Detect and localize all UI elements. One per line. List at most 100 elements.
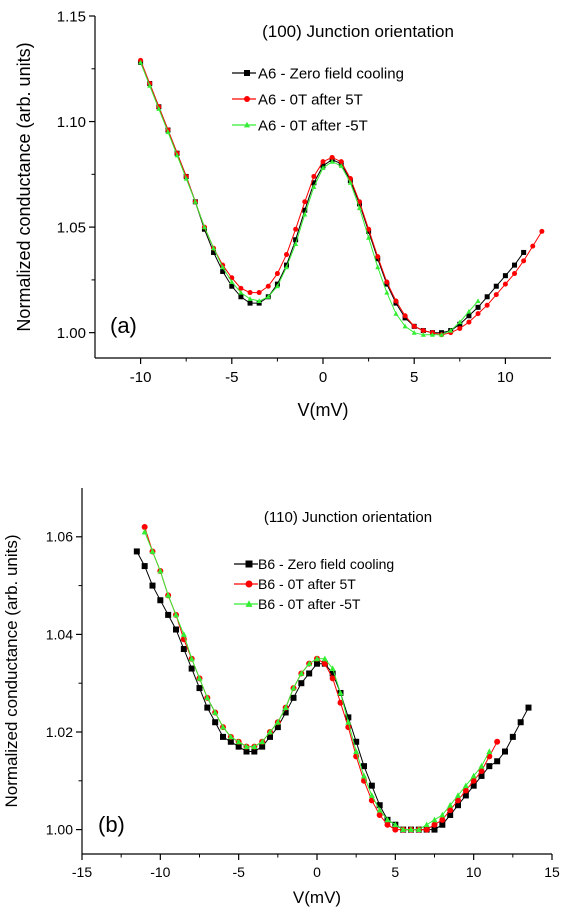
data-point (320, 165, 326, 171)
data-point (375, 254, 381, 260)
data-point (366, 226, 372, 232)
data-point (439, 821, 446, 828)
data-point (293, 237, 299, 243)
data-point (337, 689, 344, 696)
legend-label: A6 - 0T after 5T (258, 91, 363, 108)
x-tick-label: 5 (391, 864, 399, 880)
data-point (274, 271, 280, 277)
data-point (306, 660, 313, 667)
data-point (141, 524, 148, 531)
data-point (149, 548, 156, 554)
data-point (384, 821, 391, 828)
data-point (455, 792, 461, 798)
panel-label: (a) (110, 313, 137, 338)
x-tick-label: -15 (72, 864, 92, 880)
data-point (478, 762, 485, 769)
data-point (138, 59, 144, 65)
data-point (165, 592, 172, 598)
data-point (429, 332, 435, 337)
data-point (470, 772, 477, 779)
data-point (284, 264, 290, 270)
data-point (149, 582, 156, 589)
series-3 (141, 528, 493, 833)
data-point (393, 310, 399, 316)
data-point (243, 748, 250, 755)
data-point (338, 159, 344, 165)
data-point (502, 273, 508, 279)
data-point (384, 289, 390, 295)
data-point (431, 821, 438, 828)
data-point (525, 704, 532, 711)
data-point (156, 106, 162, 111)
data-point (462, 782, 469, 789)
x-tick-label: -5 (225, 369, 238, 386)
data-point (298, 670, 305, 676)
panel-b-chart: -15 -10 -5 0 5 10 15 1.00 1.02 1.04 1.06 V(mV) Norma… (2, 488, 560, 907)
data-point (447, 801, 454, 808)
data-point (345, 714, 352, 721)
x-tick-label: -5 (232, 864, 245, 880)
legend-marker (244, 70, 250, 76)
data-point (220, 733, 226, 740)
data-point (220, 723, 226, 730)
data-point (183, 175, 189, 181)
data-point (247, 300, 253, 306)
data-point (356, 205, 362, 211)
data-point (384, 279, 390, 285)
data-point (267, 733, 273, 740)
data-point (539, 228, 545, 234)
data-point (293, 226, 299, 232)
data-point (486, 763, 493, 770)
series-line (140, 62, 479, 336)
data-point (478, 772, 485, 779)
data-point (493, 292, 499, 298)
data-point (337, 699, 344, 706)
data-point (259, 738, 266, 745)
data-point (475, 311, 481, 317)
data-point (204, 704, 211, 711)
data-point (455, 797, 461, 804)
data-point (455, 802, 461, 809)
legend-item: A6 - 0T after 5T (232, 91, 363, 108)
data-point (174, 152, 180, 158)
data-point (478, 768, 485, 775)
data-point (265, 294, 271, 299)
data-point (457, 321, 463, 327)
data-point (188, 665, 195, 672)
data-point (201, 224, 207, 230)
legend-item: B6 - 0T after -5T (234, 596, 361, 612)
data-point (165, 611, 172, 618)
data-point (133, 548, 140, 555)
data-point (439, 816, 446, 823)
data-point (243, 743, 250, 750)
data-point (211, 245, 217, 251)
y-tick-label: 1.04 (46, 626, 73, 642)
data-point (212, 719, 219, 726)
data-point (306, 670, 313, 677)
y-tick-label: 1.06 (46, 529, 73, 545)
data-point (329, 665, 336, 671)
data-point (353, 738, 360, 745)
data-point (157, 597, 164, 604)
data-point (384, 816, 391, 823)
data-point (196, 675, 203, 681)
legend-marker (245, 600, 253, 607)
data-point (530, 243, 536, 249)
data-point (439, 811, 446, 818)
data-point (188, 655, 195, 662)
panel-a-chart: -10 -5 0 5 10 1.00 1.05 1.10 1.15 V(mV) Normalized… (14, 8, 551, 420)
data-point (329, 154, 335, 160)
data-point (462, 787, 469, 794)
data-point (235, 743, 242, 750)
data-point (466, 313, 472, 319)
data-point (247, 296, 253, 301)
data-point (314, 660, 320, 667)
data-point (212, 709, 219, 715)
data-point (298, 680, 305, 687)
data-point (402, 323, 408, 329)
data-point (457, 325, 463, 331)
data-point (420, 332, 426, 337)
legend-marker (244, 96, 250, 102)
x-axis-label: V(mV) (298, 400, 349, 420)
data-point (484, 294, 490, 300)
